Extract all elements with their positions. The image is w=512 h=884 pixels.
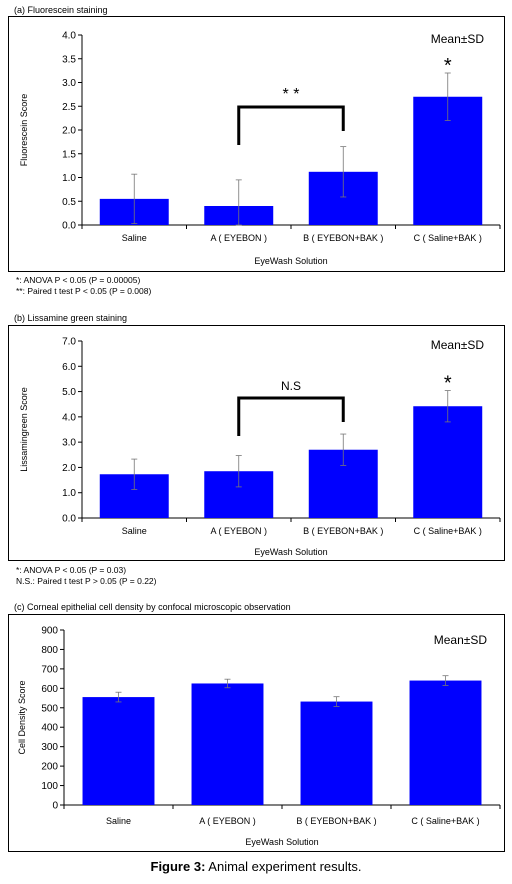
x-tick-label: Saline — [106, 816, 131, 826]
y-tick-label: 4.0 — [62, 412, 76, 423]
x-tick-label: A ( EYEBON ) — [199, 816, 256, 826]
y-axis-title: Cell Density Score — [17, 680, 27, 754]
figure-caption: Figure 3: Animal experiment results. — [0, 859, 512, 874]
bar — [409, 680, 482, 805]
chart-a-note-anova: *: ANOVA P < 0.05 (P = 0.00005) — [16, 275, 141, 285]
y-axis-title: Lissamingreen Score — [19, 387, 29, 472]
legend-note: Mean±SD — [434, 633, 488, 647]
chart-b-note-ttest: N.S.: Paired t test P > 0.05 (P = 0.22) — [16, 576, 157, 586]
figure-caption-text: Animal experiment results. — [205, 859, 362, 874]
y-tick-label: 600 — [41, 684, 58, 695]
y-tick-label: 300 — [41, 742, 58, 753]
x-tick-label: C ( Saline+BAK ) — [414, 233, 482, 243]
x-tick-label: Saline — [122, 233, 147, 243]
panel-a-title: (a) Fluorescein staining — [14, 5, 108, 15]
legend-note: Mean±SD — [431, 338, 485, 352]
y-tick-label: 200 — [41, 762, 58, 773]
y-tick-label: 2.5 — [62, 102, 76, 113]
chart-a-frame: 0.0 0.5 1.0 1.5 2.0 2.5 3.0 3.5 4.0 Saline A ( EYE… — [8, 16, 505, 272]
x-axis-title: EyeWash Solution — [245, 837, 318, 847]
y-tick-label: 1.0 — [62, 488, 76, 499]
x-tick-label: A ( EYEBON ) — [210, 526, 267, 536]
chart-a: 0.0 0.5 1.0 1.5 2.0 2.5 3.0 3.5 4.0 Saline A ( EYE… — [19, 31, 501, 266]
panel-b-title: (b) Lissamine green staining — [14, 313, 128, 323]
y-tick-label: 0.0 — [62, 514, 76, 525]
bar — [82, 697, 155, 805]
y-tick-label: 3.5 — [62, 54, 76, 65]
x-tick-label: B ( EYEBON+BAK ) — [303, 233, 383, 243]
y-tick-label: 1.0 — [62, 173, 76, 184]
chart-b: 0.0 1.0 2.0 3.0 4.0 5.0 6.0 7.0 Saline A ( EYEBON… — [19, 337, 501, 557]
chart-b-note-anova: *: ANOVA P < 0.05 (P = 0.03) — [16, 565, 127, 575]
y-tick-label: 6.0 — [62, 362, 76, 373]
y-tick-label: 2.0 — [62, 126, 76, 137]
bar — [191, 683, 264, 805]
bar — [300, 701, 373, 805]
chart-b-frame: 0.0 1.0 2.0 3.0 4.0 5.0 6.0 7.0 Saline A ( EYEBON… — [8, 325, 505, 561]
significance-star: * — [444, 373, 452, 395]
y-tick-label: 7.0 — [62, 337, 76, 348]
significance-star: * — [444, 55, 452, 77]
bar — [413, 406, 483, 518]
y-tick-label: 400 — [41, 723, 58, 734]
x-tick-label: B ( EYEBON+BAK ) — [296, 816, 376, 826]
chart-a-note-ttest: **: Paired t test P < 0.05 (P = 0.008) — [16, 286, 152, 296]
y-tick-label: 0 — [52, 801, 58, 812]
x-tick-label: Saline — [122, 526, 147, 536]
x-axis-title: EyeWash Solution — [254, 256, 327, 266]
legend-note: Mean±SD — [431, 32, 485, 46]
figure-caption-label: Figure 3: — [150, 859, 206, 874]
y-tick-label: 700 — [41, 664, 58, 675]
significance-bracket-label: N.S — [281, 379, 301, 393]
y-tick-label: 3.0 — [62, 438, 76, 449]
x-tick-label: C ( Saline+BAK ) — [414, 526, 482, 536]
y-tick-label: 5.0 — [62, 387, 76, 398]
y-tick-label: 2.0 — [62, 463, 76, 474]
y-tick-label: 800 — [41, 645, 58, 656]
y-tick-label: 3.0 — [62, 78, 76, 89]
significance-bracket — [237, 105, 345, 145]
y-axis-title: Fluorescein Score — [19, 94, 29, 167]
chart-c: 0 100 200 300 400 500 600 700 800 900 Saline A ( EY… — [17, 626, 501, 847]
x-axis-title: EyeWash Solution — [254, 547, 327, 557]
chart-c-frame: 0 100 200 300 400 500 600 700 800 900 Saline A ( EY… — [8, 614, 505, 852]
y-tick-label: 4.0 — [62, 31, 76, 42]
panel-c-title: (c) Corneal epithelial cell density by c… — [14, 602, 291, 612]
significance-bracket — [237, 396, 345, 436]
y-tick-label: 0.0 — [62, 221, 76, 232]
significance-bracket-label: * * — [283, 86, 300, 103]
y-tick-label: 500 — [41, 703, 58, 714]
y-tick-label: 900 — [41, 626, 58, 637]
x-tick-label: A ( EYEBON ) — [210, 233, 267, 243]
y-tick-label: 0.5 — [62, 197, 76, 208]
x-tick-label: B ( EYEBON+BAK ) — [303, 526, 383, 536]
x-tick-label: C ( Saline+BAK ) — [411, 816, 479, 826]
y-tick-label: 1.5 — [62, 149, 76, 160]
y-tick-label: 100 — [41, 781, 58, 792]
